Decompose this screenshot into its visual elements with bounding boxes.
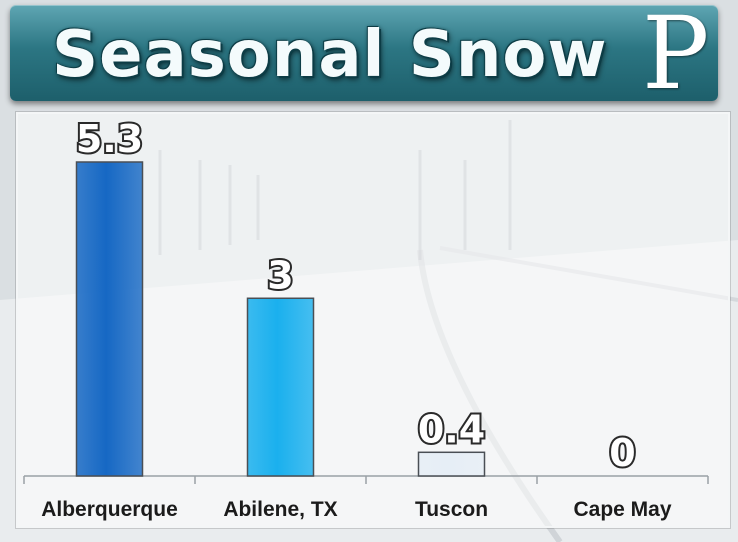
chart-title: Seasonal Snow <box>52 18 608 92</box>
category-label: Tuscon <box>415 498 488 521</box>
category-label: Abilene, TX <box>223 498 337 521</box>
category-label: Cape May <box>573 498 671 521</box>
value-label: 5.3 <box>76 117 143 161</box>
bar-chart: 5.3 Alberquerque 3 Abilene, TX 0.4 Tuscon 0 Cap… <box>23 115 709 521</box>
value-label: 0 <box>609 431 635 475</box>
value-label: 3 <box>267 253 293 297</box>
bar-abilene-tx <box>246 297 315 477</box>
chart-panel: 5.3 Alberquerque 3 Abilene, TX 0.4 Tuscon 0 Cap… <box>16 112 730 528</box>
bar-alberquerque <box>75 161 144 477</box>
category-label: Alberquerque <box>41 498 178 521</box>
bar-tuscon <box>417 451 486 477</box>
value-label: 0.4 <box>418 407 485 451</box>
station-logo: P <box>642 0 710 112</box>
title-banner: Seasonal Snow P <box>10 0 718 109</box>
